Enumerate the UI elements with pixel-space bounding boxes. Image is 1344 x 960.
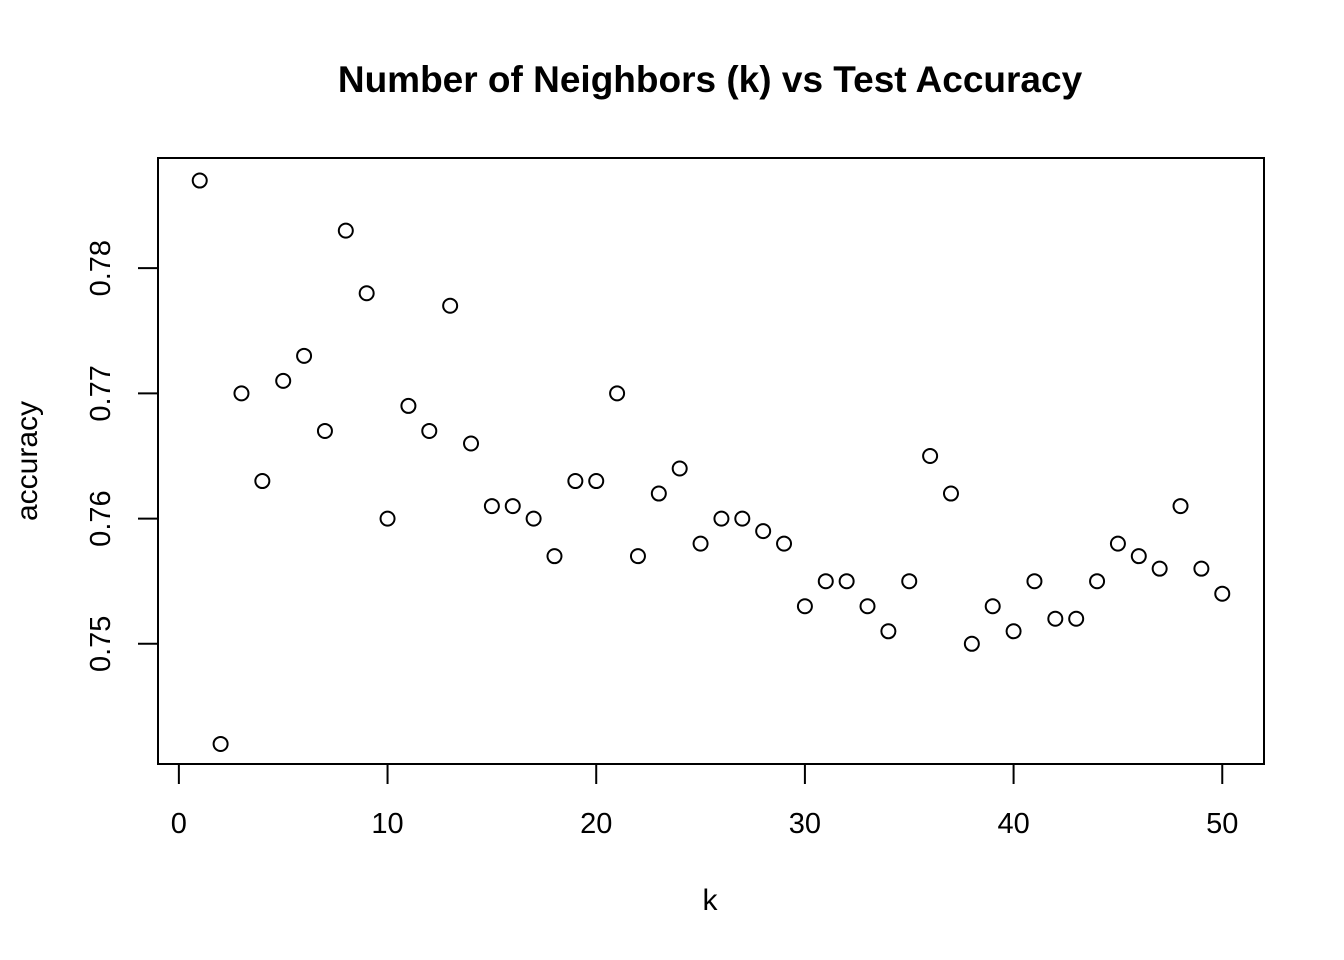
- x-axis-label: k: [703, 884, 719, 917]
- data-point: [191, 172, 208, 189]
- data-point: [776, 535, 793, 552]
- x-axis: 0 10 20 30 40 50: [171, 763, 1238, 840]
- y-tick-label: 0.76: [85, 490, 117, 546]
- x-tick-label: 50: [1206, 808, 1238, 840]
- data-point: [1026, 573, 1043, 590]
- y-axis: 0.75 0.76 0.77 0.78: [85, 240, 159, 672]
- data-point: [316, 422, 333, 439]
- data-point: [880, 623, 897, 640]
- data-point: [525, 510, 542, 527]
- data-point: [379, 510, 396, 527]
- data-point: [463, 435, 480, 452]
- data-points: [191, 172, 1231, 752]
- data-point: [275, 372, 292, 389]
- data-point: [671, 460, 688, 477]
- data-point: [755, 523, 772, 540]
- data-point: [337, 222, 354, 239]
- chart-title: Number of Neighbors (k) vs Test Accuracy: [338, 59, 1083, 100]
- data-point: [942, 485, 959, 502]
- y-tick-label: 0.77: [85, 365, 117, 421]
- x-tick-label: 10: [371, 808, 403, 840]
- data-point: [546, 548, 563, 565]
- data-point: [984, 598, 1001, 615]
- x-tick-label: 20: [580, 808, 612, 840]
- y-axis-label: accuracy: [11, 401, 44, 521]
- data-point: [963, 635, 980, 652]
- data-point: [421, 422, 438, 439]
- data-point: [1068, 610, 1085, 627]
- data-point: [212, 735, 229, 752]
- data-point: [838, 573, 855, 590]
- data-point: [358, 285, 375, 302]
- data-point: [734, 510, 751, 527]
- plot-frame: [157, 157, 1265, 765]
- data-point: [859, 598, 876, 615]
- data-point: [567, 473, 584, 490]
- data-point: [1109, 535, 1126, 552]
- data-point: [629, 548, 646, 565]
- data-point: [796, 598, 813, 615]
- data-point: [922, 447, 939, 464]
- data-point: [400, 397, 417, 414]
- data-point: [1005, 623, 1022, 640]
- data-point: [442, 297, 459, 314]
- data-point: [1172, 498, 1189, 515]
- data-point: [504, 498, 521, 515]
- data-point: [692, 535, 709, 552]
- data-point: [296, 347, 313, 364]
- data-point: [817, 573, 834, 590]
- data-point: [713, 510, 730, 527]
- x-tick-label: 40: [997, 808, 1029, 840]
- data-point: [1089, 573, 1106, 590]
- data-point: [1047, 610, 1064, 627]
- data-point: [609, 385, 626, 402]
- data-point: [901, 573, 918, 590]
- y-tick-label: 0.78: [85, 240, 117, 296]
- y-tick-label: 0.75: [85, 616, 117, 672]
- data-point: [588, 473, 605, 490]
- x-tick-label: 30: [789, 808, 821, 840]
- data-point: [233, 385, 250, 402]
- data-point: [650, 485, 667, 502]
- data-point: [1214, 585, 1231, 602]
- data-point: [1151, 560, 1168, 577]
- data-point: [1130, 548, 1147, 565]
- data-point: [1193, 560, 1210, 577]
- x-tick-label: 0: [171, 808, 187, 840]
- data-point: [254, 473, 271, 490]
- data-point: [483, 498, 500, 515]
